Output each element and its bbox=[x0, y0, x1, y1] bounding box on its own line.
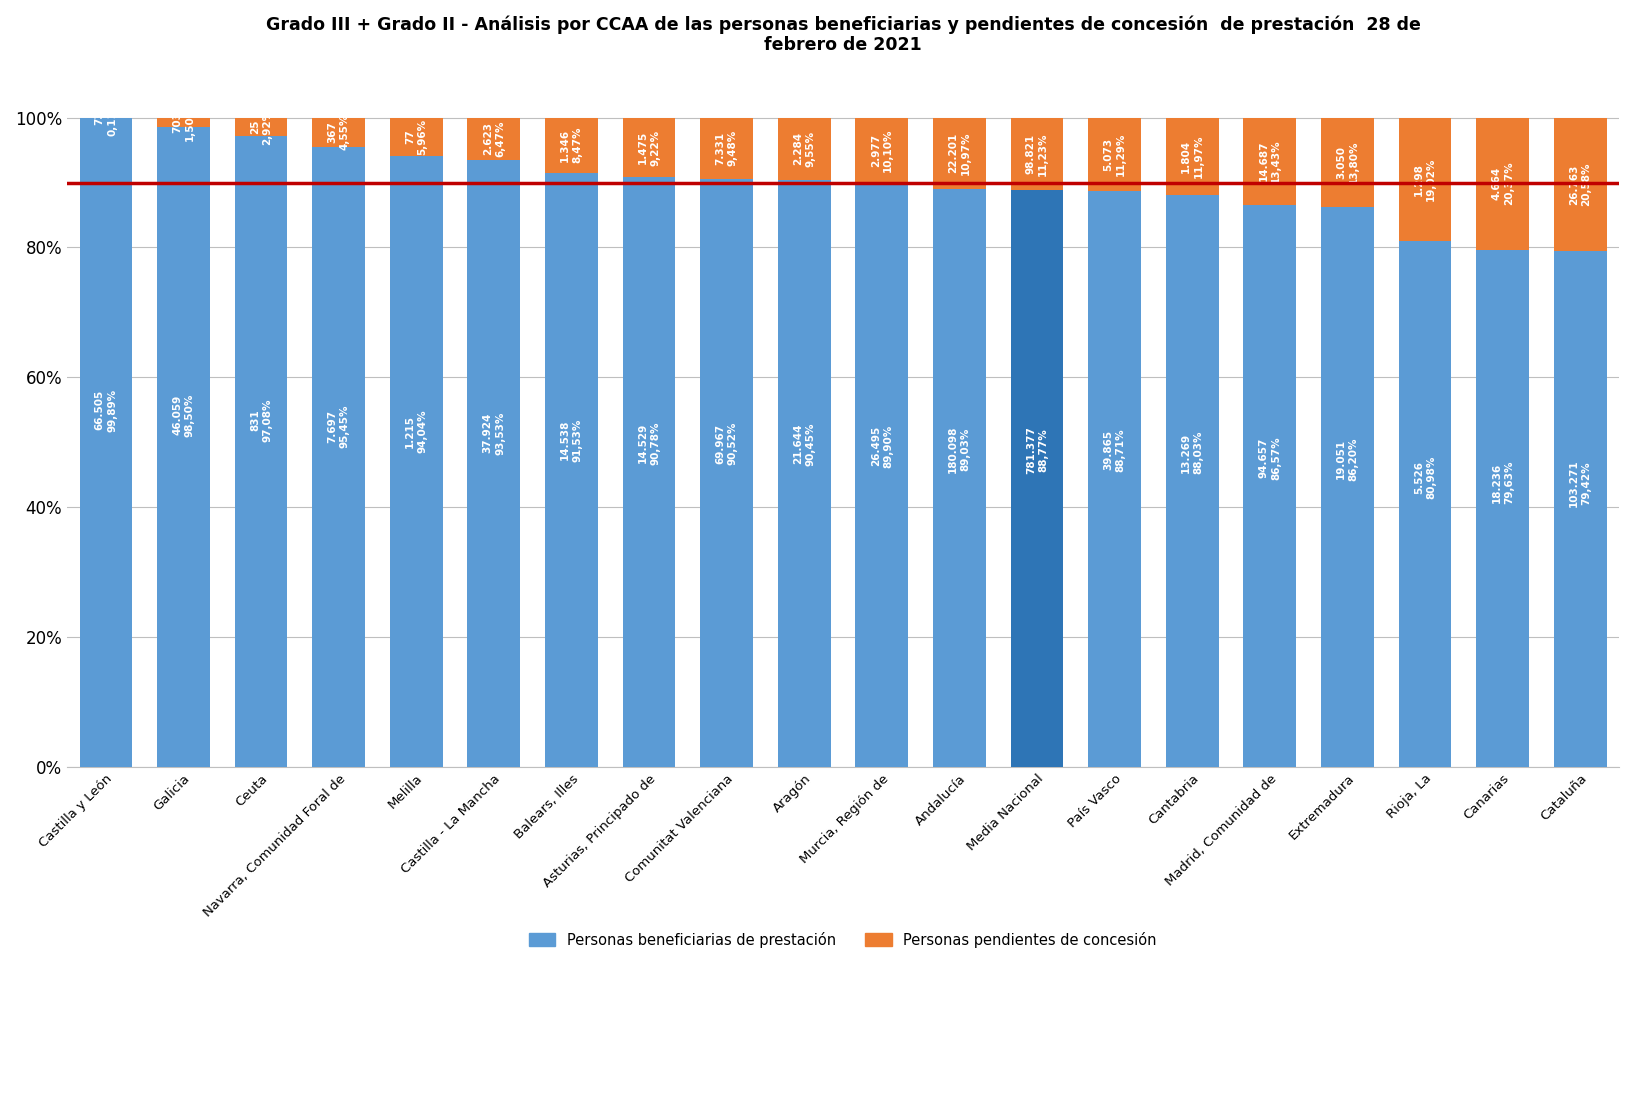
Bar bbox=[157, 128, 209, 767]
Bar bbox=[1165, 196, 1219, 767]
Bar bbox=[235, 136, 288, 767]
Text: 39.865
88,71%: 39.865 88,71% bbox=[1103, 428, 1126, 472]
Bar bbox=[1011, 118, 1064, 190]
Bar bbox=[467, 160, 520, 767]
Text: 367
4,55%: 367 4,55% bbox=[327, 114, 350, 151]
Text: 14.529
90,78%: 14.529 90,78% bbox=[637, 421, 660, 464]
Text: 37.924
93,53%: 37.924 93,53% bbox=[482, 411, 505, 454]
Text: 26.763
20,58%: 26.763 20,58% bbox=[1569, 163, 1592, 206]
Text: 1.298
19,02%: 1.298 19,02% bbox=[1413, 157, 1436, 201]
Text: 26.495
89,90%: 26.495 89,90% bbox=[871, 425, 894, 468]
Bar bbox=[623, 177, 675, 767]
Bar bbox=[1399, 241, 1451, 767]
Text: 1.804
11,97%: 1.804 11,97% bbox=[1181, 134, 1203, 178]
Text: 94.657
86,57%: 94.657 86,57% bbox=[1258, 436, 1281, 480]
Text: 19.051
86,20%: 19.051 86,20% bbox=[1337, 438, 1358, 481]
Text: 831
97,08%: 831 97,08% bbox=[250, 398, 273, 442]
Text: 46.059
98,50%: 46.059 98,50% bbox=[172, 394, 194, 437]
Bar bbox=[391, 118, 443, 156]
Bar bbox=[1554, 251, 1606, 767]
Bar bbox=[1088, 118, 1141, 191]
Bar bbox=[778, 179, 830, 767]
Bar bbox=[1399, 118, 1451, 241]
Text: 1.346
8,47%: 1.346 8,47% bbox=[560, 126, 583, 163]
Text: 25
2,92%: 25 2,92% bbox=[250, 109, 273, 145]
Bar bbox=[1476, 250, 1529, 767]
Text: 69.967
90,52%: 69.967 90,52% bbox=[716, 422, 739, 465]
Bar bbox=[312, 147, 364, 767]
Bar bbox=[546, 118, 598, 173]
Text: 703
1,50%: 703 1,50% bbox=[172, 104, 194, 141]
Bar bbox=[701, 179, 753, 767]
Bar bbox=[546, 173, 598, 767]
Bar bbox=[856, 118, 909, 183]
Text: 14.538
91,53%: 14.538 91,53% bbox=[560, 418, 583, 462]
Bar bbox=[467, 118, 520, 160]
Text: 13.269
88,03%: 13.269 88,03% bbox=[1181, 431, 1203, 474]
Bar bbox=[1011, 190, 1064, 767]
Bar bbox=[933, 189, 985, 767]
Text: 103.271
79,42%: 103.271 79,42% bbox=[1569, 460, 1592, 507]
Text: 77
5,96%: 77 5,96% bbox=[405, 119, 428, 155]
Bar bbox=[1243, 118, 1296, 205]
Bar bbox=[701, 118, 753, 179]
Text: 180.098
89,03%: 180.098 89,03% bbox=[948, 426, 971, 473]
Bar bbox=[1320, 207, 1374, 767]
Text: 22.201
10,97%: 22.201 10,97% bbox=[948, 131, 971, 175]
Bar bbox=[623, 118, 675, 177]
Bar bbox=[157, 118, 209, 128]
Text: 3.050
13,80%: 3.050 13,80% bbox=[1337, 141, 1358, 184]
Text: 2.977
10,10%: 2.977 10,10% bbox=[871, 129, 894, 172]
Bar bbox=[1554, 118, 1606, 251]
Text: 5.073
11,29%: 5.073 11,29% bbox=[1103, 132, 1126, 176]
Text: 7.331
9,48%: 7.331 9,48% bbox=[716, 130, 739, 166]
Text: 7.697
95,45%: 7.697 95,45% bbox=[327, 405, 350, 448]
Title: Grado III + Grado II - Análisis por CCAA de las personas beneficiarias y pendien: Grado III + Grado II - Análisis por CCAA… bbox=[266, 15, 1420, 54]
Text: 14.687
13,43%: 14.687 13,43% bbox=[1258, 140, 1281, 183]
Bar bbox=[1320, 118, 1374, 207]
Bar bbox=[1243, 205, 1296, 767]
Text: 4.664
20,37%: 4.664 20,37% bbox=[1492, 162, 1513, 206]
Legend: Personas beneficiarias de prestación, Personas pendientes de concesión: Personas beneficiarias de prestación, Pe… bbox=[523, 926, 1163, 954]
Bar bbox=[80, 118, 132, 767]
Text: 1.215
94,04%: 1.215 94,04% bbox=[405, 409, 428, 453]
Text: 66.505
99,89%: 66.505 99,89% bbox=[95, 388, 118, 432]
Bar bbox=[1476, 118, 1529, 250]
Text: 781.377
88,77%: 781.377 88,77% bbox=[1026, 426, 1049, 474]
Text: 2.284
9,55%: 2.284 9,55% bbox=[792, 131, 815, 166]
Text: 2.623
6,47%: 2.623 6,47% bbox=[482, 120, 505, 157]
Bar bbox=[856, 183, 909, 767]
Bar bbox=[1165, 118, 1219, 196]
Text: 98.821
11,23%: 98.821 11,23% bbox=[1026, 132, 1049, 176]
Bar bbox=[1088, 191, 1141, 767]
Text: 5.526
80,98%: 5.526 80,98% bbox=[1413, 456, 1436, 499]
Text: 18.236
79,63%: 18.236 79,63% bbox=[1492, 461, 1513, 505]
Bar bbox=[312, 118, 364, 147]
Bar bbox=[391, 156, 443, 767]
Text: 1.475
9,22%: 1.475 9,22% bbox=[637, 130, 660, 165]
Bar bbox=[235, 118, 288, 136]
Bar bbox=[778, 118, 830, 179]
Bar bbox=[933, 118, 985, 189]
Text: 73
0,11%: 73 0,11% bbox=[95, 100, 118, 136]
Text: 21.644
90,45%: 21.644 90,45% bbox=[792, 422, 815, 465]
